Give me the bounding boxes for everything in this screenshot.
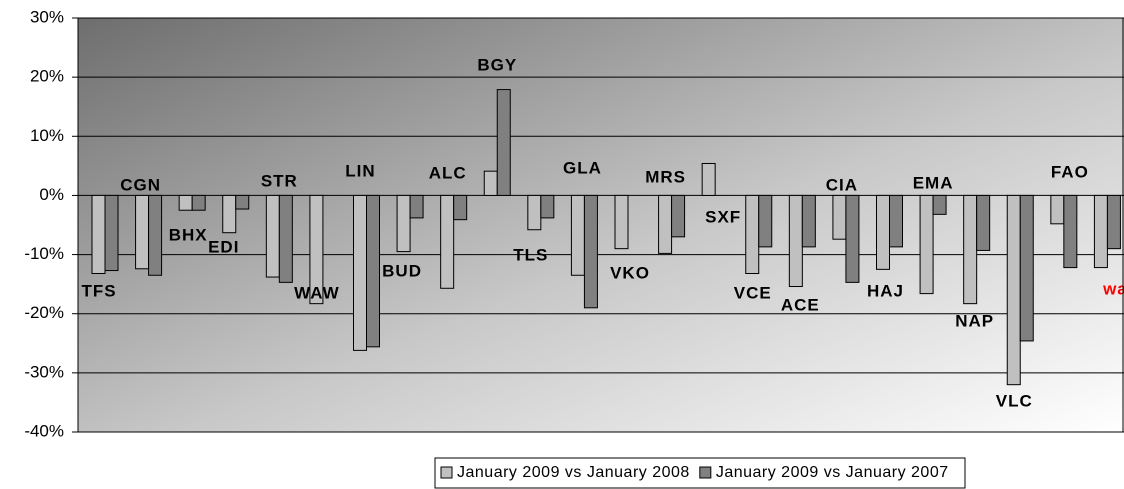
category-label: SXF: [705, 207, 741, 226]
y-tick-label: -30%: [24, 362, 64, 381]
category-label: VCE: [734, 283, 772, 302]
bar: [1093, 194, 1108, 269]
bar: [178, 194, 193, 211]
plot-area: [78, 18, 1124, 432]
category-label: VLC: [996, 391, 1033, 410]
bar: [453, 194, 468, 221]
bar: [758, 194, 773, 248]
bar: [148, 194, 163, 276]
bar: [222, 194, 237, 234]
bar: [1063, 194, 1078, 269]
category-label: ALC: [429, 163, 467, 182]
bar: [135, 194, 150, 270]
bar: [265, 194, 280, 278]
bar: [889, 194, 903, 248]
bar: [658, 194, 673, 254]
category-label: EDI: [208, 237, 239, 256]
category-label: TFS: [81, 281, 116, 300]
category-label: FAO: [1051, 162, 1089, 181]
plot-border: [77, 17, 1124, 433]
bar: [409, 194, 424, 219]
category-label: STR: [261, 171, 298, 190]
bar: [845, 194, 860, 283]
bar: [614, 194, 629, 250]
bar: [876, 194, 890, 270]
legend-label: January 2009 vs January 2007: [716, 464, 949, 481]
bar: [527, 194, 542, 231]
bar: [832, 194, 847, 240]
bar: [440, 194, 455, 289]
bar: [1019, 194, 1034, 342]
legend-swatch: [440, 466, 453, 479]
bar: [1106, 194, 1121, 250]
category-label: BGY: [477, 55, 517, 74]
bar: [366, 194, 380, 348]
y-tick-label: 20%: [30, 67, 64, 86]
bar: [91, 194, 106, 274]
bar: [309, 194, 324, 305]
category-label: ACE: [781, 295, 820, 314]
category-label: LIN: [345, 161, 375, 180]
y-tick-label: 10%: [30, 126, 64, 145]
y-tick-label: -40%: [24, 421, 64, 440]
category-label: WAW: [294, 283, 340, 302]
bar: [235, 194, 250, 210]
bar: [191, 194, 206, 211]
bar: [396, 194, 411, 253]
category-label: BUD: [382, 261, 422, 280]
category-label: BHX: [169, 225, 208, 244]
bar: [932, 194, 947, 215]
bar: [701, 162, 716, 196]
bar: [976, 194, 991, 251]
bar: [801, 194, 816, 248]
category-label: wa: [1102, 279, 1124, 298]
legend-label: January 2009 vs January 2008: [457, 464, 690, 481]
y-tick-label: -20%: [24, 303, 64, 322]
category-label: MRS: [645, 167, 686, 186]
bar: [483, 170, 498, 196]
category-label: TLS: [513, 245, 548, 264]
category-label: CGN: [120, 175, 161, 194]
y-tick-label: -10%: [24, 244, 64, 263]
bar: [278, 194, 293, 283]
bar: [570, 194, 585, 276]
category-label: NAP: [955, 311, 994, 330]
bar: [788, 194, 803, 288]
category-label: CIA: [826, 175, 858, 194]
bar: [1006, 194, 1021, 386]
category-label: EMA: [913, 173, 954, 192]
bar: [963, 194, 978, 305]
category-label: VKO: [610, 263, 650, 282]
bar: [1050, 194, 1065, 225]
bar: [583, 194, 598, 309]
bar: [745, 194, 760, 274]
bar: [104, 194, 119, 272]
bar: [540, 194, 555, 219]
y-tick-label: 30%: [30, 7, 64, 26]
bar: [353, 194, 367, 351]
y-tick-label: 0%: [39, 185, 64, 204]
legend-swatch: [699, 466, 712, 479]
category-label: GLA: [563, 158, 602, 177]
bar: [919, 194, 934, 295]
bar: [496, 89, 511, 196]
bar: [671, 194, 686, 238]
category-label: HAJ: [867, 281, 904, 300]
